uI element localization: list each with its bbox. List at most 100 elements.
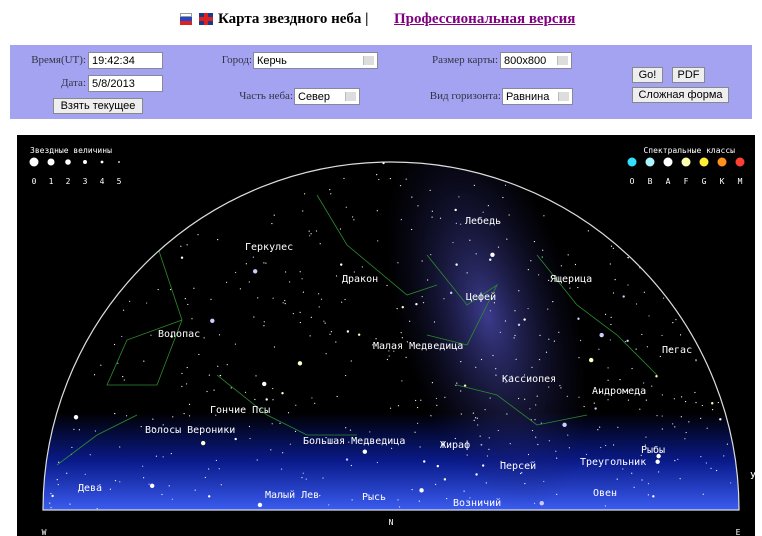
star [340, 228, 341, 229]
constellation-label: Возничий [453, 497, 501, 509]
star [464, 491, 465, 492]
star [450, 292, 452, 294]
star [227, 364, 228, 365]
star [369, 431, 370, 432]
star [518, 324, 520, 326]
star [636, 349, 637, 350]
star [272, 388, 273, 389]
city-select[interactable]: Керчь [253, 52, 378, 69]
part-select[interactable]: Север [294, 88, 360, 105]
star [204, 337, 205, 338]
constellation-label: Дракон [342, 274, 378, 285]
complex-button[interactable]: Сложная форма [632, 87, 729, 103]
star [516, 359, 517, 360]
star [488, 449, 489, 450]
size-select[interactable]: 800x800 [500, 52, 572, 69]
star [323, 321, 324, 322]
star [490, 253, 494, 257]
star [502, 197, 503, 198]
star [594, 407, 596, 409]
star [346, 458, 348, 460]
star [556, 458, 557, 459]
star [206, 391, 207, 392]
star [126, 415, 127, 416]
star [274, 346, 275, 347]
star [415, 400, 416, 401]
pdf-button[interactable]: PDF [672, 67, 705, 83]
star [534, 419, 535, 420]
star [539, 359, 540, 360]
star [363, 449, 367, 453]
star [617, 427, 618, 428]
star [527, 308, 528, 309]
star [549, 440, 550, 441]
star [198, 354, 199, 355]
flag-ru[interactable] [180, 13, 192, 25]
spectral-dot [736, 158, 745, 167]
star [434, 321, 435, 322]
star [455, 438, 456, 439]
spectral-label: G [702, 177, 707, 186]
star [505, 185, 506, 186]
go-button[interactable]: Go! [632, 67, 663, 83]
horizon-select[interactable]: Равнина [502, 88, 573, 105]
magnitude-dot [118, 161, 120, 163]
star [208, 495, 210, 497]
star [552, 301, 553, 302]
time-input[interactable]: 19:42:34 [88, 52, 163, 69]
star [613, 292, 614, 293]
star [58, 484, 59, 485]
star [419, 446, 420, 447]
star [474, 185, 475, 186]
star [607, 367, 608, 368]
star [302, 210, 303, 211]
star [703, 494, 704, 495]
star [505, 320, 506, 321]
star [730, 482, 731, 483]
star [321, 299, 322, 300]
star [535, 437, 536, 438]
star [249, 281, 250, 282]
now-button[interactable]: Взять текущее [53, 98, 143, 114]
star [702, 405, 703, 406]
star [641, 479, 642, 480]
magnitude-dot [101, 161, 104, 164]
star [411, 229, 412, 230]
star [648, 483, 649, 484]
star [658, 471, 659, 472]
flag-uk[interactable] [199, 13, 213, 25]
size-label: Размер карты: [400, 54, 498, 66]
star [121, 336, 122, 337]
star [607, 399, 608, 400]
star [641, 334, 642, 335]
star [481, 444, 482, 445]
star [417, 205, 418, 206]
star [74, 415, 78, 419]
star [186, 383, 187, 384]
star [651, 386, 652, 387]
star [727, 444, 728, 445]
star [648, 315, 649, 316]
star [598, 349, 599, 350]
star [523, 318, 525, 320]
star [319, 495, 320, 496]
star [568, 254, 569, 255]
star [189, 415, 190, 416]
star [577, 318, 579, 320]
spectral-label: A [666, 177, 671, 186]
star [353, 219, 354, 220]
star [57, 479, 58, 480]
star [398, 405, 399, 406]
star [607, 380, 608, 381]
date-input[interactable]: 5/8/2013 [88, 75, 163, 92]
pro-link[interactable]: Профессиональная версия [394, 11, 575, 28]
star [191, 318, 192, 319]
star [406, 178, 407, 179]
star [514, 310, 515, 311]
star [69, 504, 70, 505]
star [460, 361, 461, 362]
star [495, 368, 496, 369]
star [217, 366, 218, 367]
spectral-title: Спектральные классы [643, 146, 735, 155]
star [500, 332, 501, 333]
